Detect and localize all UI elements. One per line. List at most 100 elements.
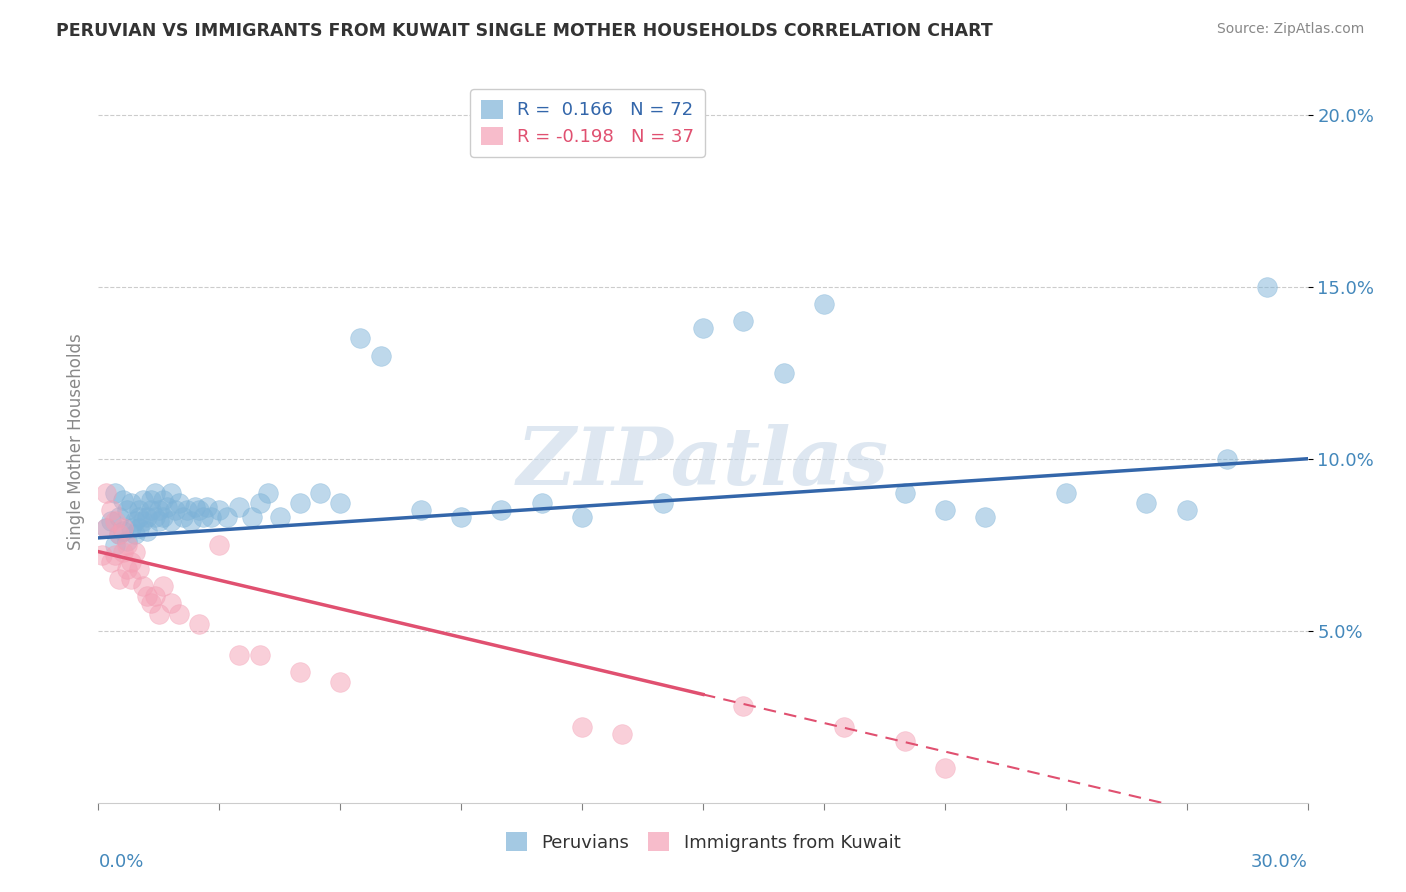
Y-axis label: Single Mother Households: Single Mother Households bbox=[66, 334, 84, 549]
Text: Source: ZipAtlas.com: Source: ZipAtlas.com bbox=[1216, 22, 1364, 37]
Point bbox=[188, 503, 211, 517]
Point bbox=[329, 675, 352, 690]
Point bbox=[152, 510, 174, 524]
Point bbox=[491, 503, 513, 517]
Point bbox=[103, 538, 125, 552]
Point bbox=[115, 534, 138, 549]
Point bbox=[143, 486, 166, 500]
Point bbox=[160, 514, 183, 528]
Point bbox=[172, 510, 194, 524]
Point bbox=[288, 496, 311, 510]
Point bbox=[156, 500, 179, 514]
Point bbox=[115, 503, 138, 517]
Point bbox=[139, 596, 162, 610]
Point bbox=[124, 544, 146, 558]
Point bbox=[148, 514, 170, 528]
Point bbox=[934, 761, 956, 775]
Point bbox=[120, 555, 142, 569]
Point bbox=[107, 510, 129, 524]
Point bbox=[329, 496, 352, 510]
Point bbox=[813, 297, 835, 311]
Point bbox=[167, 607, 190, 621]
Point bbox=[132, 514, 155, 528]
Point bbox=[450, 510, 472, 524]
Point bbox=[96, 520, 118, 534]
Point bbox=[96, 486, 118, 500]
Point bbox=[309, 486, 332, 500]
Point bbox=[409, 503, 432, 517]
Point bbox=[124, 514, 146, 528]
Point bbox=[100, 503, 122, 517]
Point bbox=[115, 562, 138, 576]
Point bbox=[115, 538, 138, 552]
Point bbox=[188, 616, 211, 631]
Point bbox=[111, 524, 134, 538]
Point bbox=[135, 590, 157, 604]
Point bbox=[139, 503, 162, 517]
Point bbox=[135, 510, 157, 524]
Point bbox=[152, 579, 174, 593]
Point bbox=[772, 366, 794, 380]
Point bbox=[832, 720, 855, 734]
Point bbox=[974, 510, 997, 524]
Point bbox=[180, 514, 202, 528]
Point bbox=[128, 562, 150, 576]
Point bbox=[256, 486, 278, 500]
Point bbox=[96, 520, 118, 534]
Point bbox=[195, 500, 218, 514]
Point bbox=[249, 648, 271, 662]
Point bbox=[1216, 451, 1239, 466]
Point bbox=[152, 493, 174, 508]
Point bbox=[176, 503, 198, 517]
Point bbox=[733, 314, 755, 328]
Point bbox=[1175, 503, 1198, 517]
Point bbox=[128, 503, 150, 517]
Text: 0.0%: 0.0% bbox=[98, 854, 143, 871]
Point bbox=[135, 524, 157, 538]
Point bbox=[143, 590, 166, 604]
Point bbox=[100, 555, 122, 569]
Point bbox=[651, 496, 673, 510]
Point bbox=[143, 510, 166, 524]
Point bbox=[103, 486, 125, 500]
Point bbox=[612, 727, 634, 741]
Point bbox=[934, 503, 956, 517]
Point bbox=[120, 520, 142, 534]
Point bbox=[571, 510, 593, 524]
Point bbox=[148, 607, 170, 621]
Point bbox=[120, 572, 142, 586]
Point bbox=[128, 510, 150, 524]
Point bbox=[571, 720, 593, 734]
Point bbox=[228, 648, 250, 662]
Point bbox=[111, 493, 134, 508]
Point bbox=[100, 514, 122, 528]
Point bbox=[132, 493, 155, 508]
Point bbox=[240, 510, 263, 524]
Point bbox=[1135, 496, 1157, 510]
Point bbox=[111, 520, 134, 534]
Point bbox=[184, 500, 207, 514]
Point bbox=[893, 734, 915, 748]
Legend: Peruvians, Immigrants from Kuwait: Peruvians, Immigrants from Kuwait bbox=[498, 825, 908, 859]
Text: PERUVIAN VS IMMIGRANTS FROM KUWAIT SINGLE MOTHER HOUSEHOLDS CORRELATION CHART: PERUVIAN VS IMMIGRANTS FROM KUWAIT SINGL… bbox=[56, 22, 993, 40]
Point bbox=[1256, 279, 1278, 293]
Point bbox=[160, 486, 183, 500]
Point bbox=[139, 493, 162, 508]
Point bbox=[217, 510, 239, 524]
Point bbox=[124, 527, 146, 541]
Point bbox=[208, 503, 231, 517]
Point bbox=[107, 572, 129, 586]
Point bbox=[249, 496, 271, 510]
Point bbox=[228, 500, 250, 514]
Point bbox=[193, 510, 215, 524]
Point bbox=[103, 548, 125, 562]
Point bbox=[163, 503, 186, 517]
Point bbox=[120, 496, 142, 510]
Point bbox=[288, 665, 311, 679]
Point bbox=[200, 510, 222, 524]
Point bbox=[349, 331, 371, 345]
Point bbox=[167, 496, 190, 510]
Point bbox=[893, 486, 915, 500]
Point bbox=[269, 510, 291, 524]
Text: 30.0%: 30.0% bbox=[1251, 854, 1308, 871]
